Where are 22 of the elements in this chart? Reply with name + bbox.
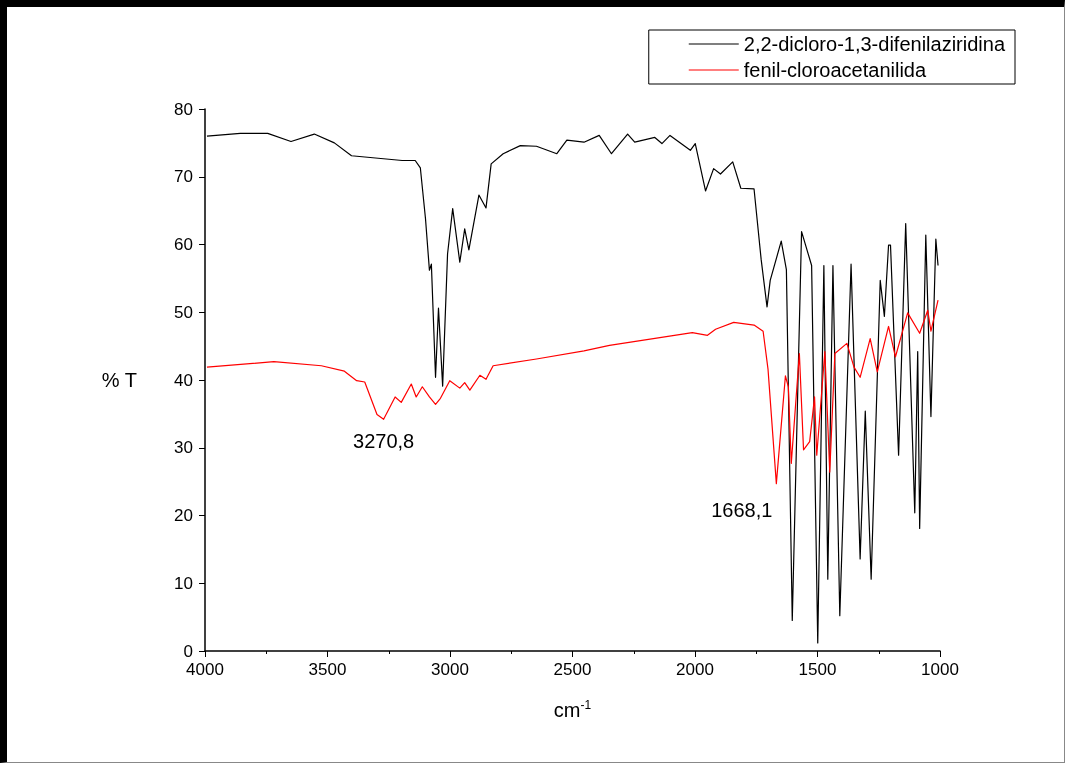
x-tick-label: 4000	[186, 660, 224, 679]
y-tick-label: 50	[174, 302, 193, 322]
legend-label: fenil-cloroacetanilida	[743, 59, 927, 81]
y-tick-label: 70	[174, 167, 193, 187]
legend-label: 2,2-dicloro-1,3-difenilaziridina	[743, 33, 1006, 55]
line-series	[206, 299, 939, 485]
x-tick-label: 2000	[676, 660, 714, 679]
x-tick-label: 3500	[308, 660, 347, 679]
y-axis-title: % T	[101, 369, 137, 391]
x-tick-label: 3000	[431, 660, 469, 679]
y-tick-label: 60	[174, 235, 193, 254]
y-tick-label: 10	[174, 573, 193, 593]
y-tick-label: 40	[174, 370, 193, 390]
y-tick-label: 20	[174, 506, 193, 525]
x-tick-label: 1500	[798, 660, 837, 679]
y-tick-label: 80	[174, 99, 193, 119]
x-tick-label: 1000	[921, 660, 959, 679]
x-tick-label: 2500	[553, 660, 592, 679]
y-tick-label: 30	[174, 438, 193, 458]
annotation: 1668,1	[711, 498, 773, 521]
y-tick-label: 0	[183, 641, 193, 661]
annotation: 3270,8	[353, 430, 415, 453]
